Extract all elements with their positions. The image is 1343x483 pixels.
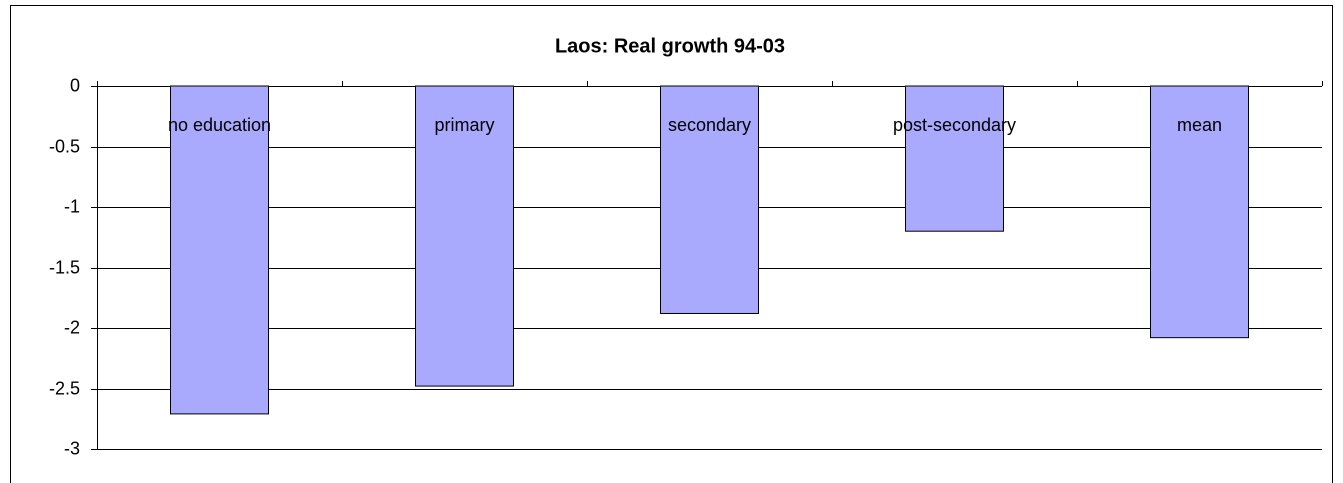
x-tick-label: post-secondary	[893, 115, 1016, 135]
bar	[170, 85, 269, 415]
y-tick-label: 0	[70, 75, 80, 95]
bar	[660, 85, 759, 314]
bar	[905, 85, 1004, 232]
x-tick-label: primary	[434, 115, 494, 135]
y-tick-label: -2	[64, 317, 80, 337]
y-tick-label: -2.5	[49, 378, 80, 398]
y-tick-label: -1	[64, 196, 80, 216]
x-tick-label: no education	[168, 115, 271, 135]
chart-title: Laos: Real growth 94-03	[555, 35, 785, 57]
x-tick-label: secondary	[668, 115, 751, 135]
y-tick-label: -0.5	[49, 136, 80, 156]
chart-frame	[10, 5, 1333, 483]
x-tick-label: mean	[1177, 115, 1222, 135]
y-tick-label: -3	[64, 438, 80, 458]
bar	[415, 85, 514, 387]
y-tick-label: -1.5	[49, 257, 80, 277]
bar	[1150, 85, 1249, 339]
